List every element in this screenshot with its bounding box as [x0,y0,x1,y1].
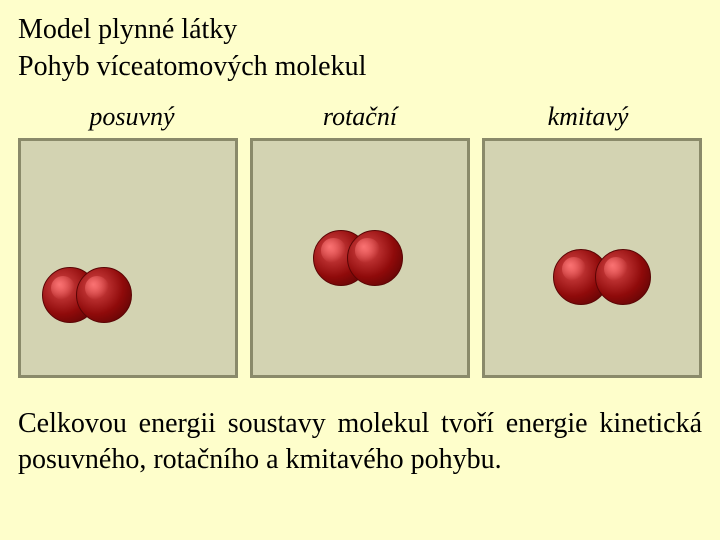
slide-page: Model plynné látky Pohyb víceatomových m… [0,0,720,540]
title-line-2: Pohyb víceatomových molekul [18,49,702,84]
panels-row [18,138,702,378]
panel-label-1: rotační [250,102,470,132]
molecule-2 [553,249,651,305]
footer-text: Celkovou energii soustavy molekul tvoří … [18,406,702,479]
panel-0 [18,138,238,378]
atom-2b [595,249,651,305]
molecule-0 [42,267,132,323]
atom-0b [76,267,132,323]
panel-label-0: posuvný [22,102,242,132]
panel-2 [482,138,702,378]
panel-1 [250,138,470,378]
panel-labels-row: posuvný rotační kmitavý [18,102,702,132]
molecule-1 [313,230,403,286]
atom-1b [347,230,403,286]
title-line-1: Model plynné látky [18,12,702,47]
panel-label-2: kmitavý [478,102,698,132]
